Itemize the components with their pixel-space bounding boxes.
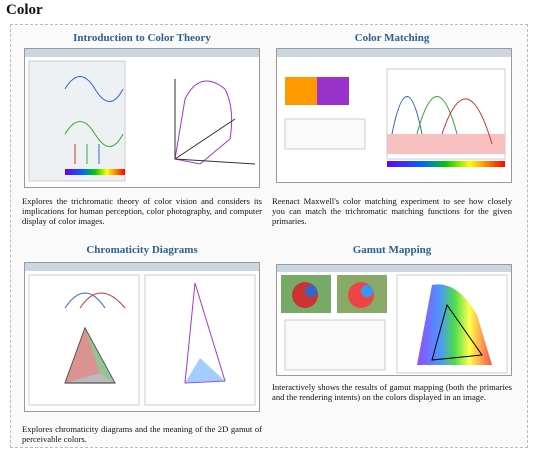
card-title[interactable]: Gamut Mapping — [352, 244, 432, 256]
thumbnail[interactable] — [276, 264, 512, 376]
card-description: Explores chromaticity diagrams and the m… — [22, 424, 262, 444]
thumbnail[interactable] — [24, 48, 260, 188]
page-title: Color — [6, 2, 43, 18]
card-title[interactable]: Color Matching — [354, 32, 430, 44]
thumbnail[interactable] — [24, 262, 260, 412]
card-description: Reenact Maxwell's color matching experim… — [272, 196, 512, 226]
card-description: Interactively shows the results of gamut… — [272, 382, 512, 402]
card-description: Explores the trichromatic theory of colo… — [22, 196, 262, 226]
card-title[interactable]: Introduction to Color Theory — [73, 32, 211, 44]
thumbnail[interactable] — [276, 48, 512, 183]
card-title[interactable]: Chromaticity Diagrams — [86, 244, 198, 256]
